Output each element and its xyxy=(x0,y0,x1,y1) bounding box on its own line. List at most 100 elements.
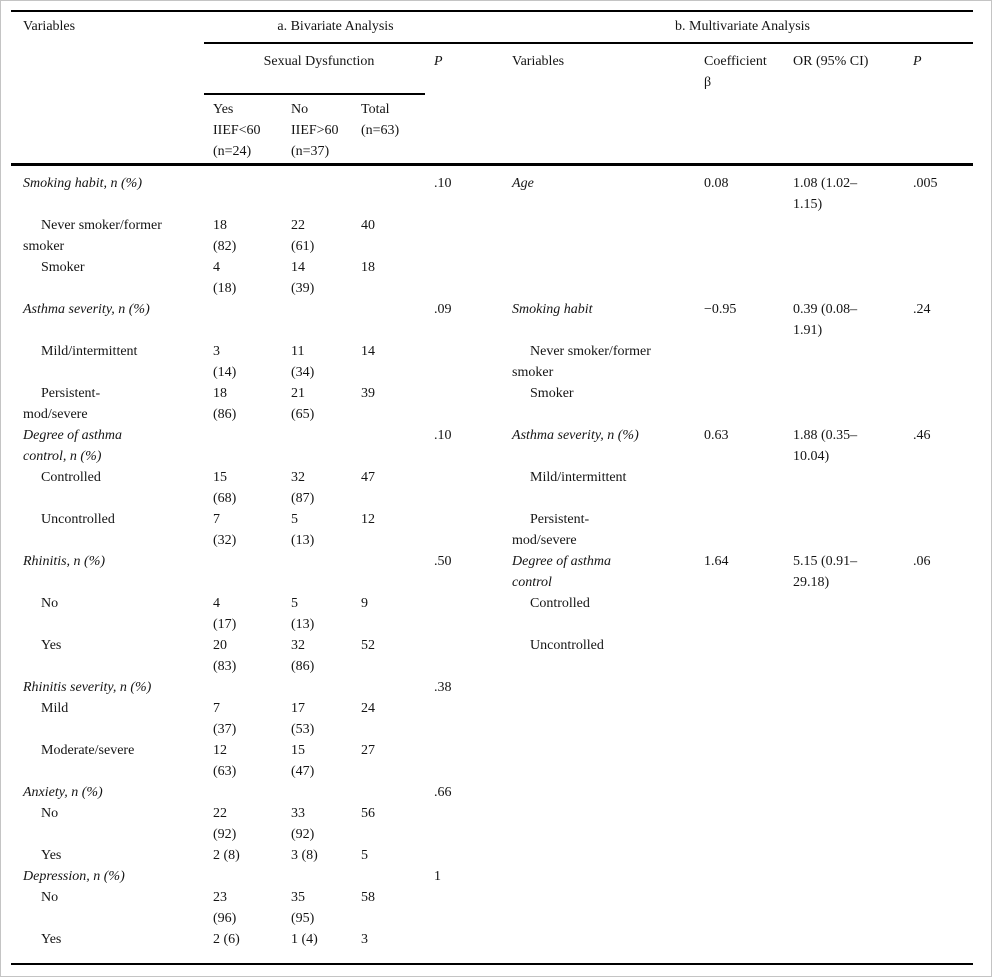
row-label-multivariate xyxy=(503,698,695,740)
row-label-multivariate xyxy=(503,887,695,929)
row-label-bivariate: Mild/intermittent xyxy=(41,343,138,359)
table-row: Mild 7 (37) 17 (53) 24 xyxy=(11,698,973,740)
row-label-multivariate: Uncontrolled xyxy=(530,637,604,653)
cell-coefficient xyxy=(695,341,784,383)
cell-p-bivariate xyxy=(425,341,503,383)
cell-no: 35 (95) xyxy=(291,889,315,926)
cell-or xyxy=(784,929,904,964)
cell-total: 27 xyxy=(361,742,375,758)
cell-coefficient xyxy=(695,509,784,551)
cell-total xyxy=(352,164,425,215)
cell-p-bivariate xyxy=(425,698,503,740)
cell-no xyxy=(282,677,352,698)
row-label-bivariate: Yes xyxy=(41,637,62,653)
cell-no: 32 (87) xyxy=(291,469,315,506)
cell-no xyxy=(282,299,352,341)
cell-or xyxy=(784,593,904,635)
cell-p-multivariate xyxy=(904,467,973,509)
cell-p-bivariate xyxy=(425,929,503,964)
cell-yes: 18 (82) xyxy=(213,217,237,254)
cell-p-multivariate xyxy=(904,740,973,782)
table-row: Rhinitis severity, n (%) .38 xyxy=(11,677,973,698)
cell-total: 9 xyxy=(361,595,368,611)
cell-p-bivariate xyxy=(425,845,503,866)
table-row: Mild/intermittent 3 (14) 11 (34) 14 Never sm… xyxy=(11,341,973,383)
row-label-multivariate: Degree of asthma control xyxy=(512,553,612,590)
cell-yes: 23 (96) xyxy=(213,889,237,926)
cell-or xyxy=(784,698,904,740)
cell-yes xyxy=(204,164,282,215)
cell-no xyxy=(282,866,352,887)
cell-total: 47 xyxy=(361,469,375,485)
cell-p-multivariate xyxy=(904,509,973,551)
cell-p-multivariate xyxy=(904,698,973,740)
column-header-or: OR (95% CI) xyxy=(784,43,905,166)
cell-or: 0.39 (0.08– 1.91) xyxy=(793,301,858,338)
cell-no: 5 (13) xyxy=(291,595,315,632)
cell-yes: 3 (14) xyxy=(213,343,237,380)
table-row: No 4 (17) 5 (13) 9 Controlled xyxy=(11,593,973,635)
cell-p-bivariate xyxy=(425,887,503,929)
cell-no: 17 (53) xyxy=(291,700,315,737)
row-label-bivariate: No xyxy=(41,805,59,821)
cell-total xyxy=(352,866,425,887)
cell-p-bivariate: .38 xyxy=(434,679,452,695)
table-row: Persistent- mod/severe 18 (86) 21 (65) 39 Sm… xyxy=(11,383,973,425)
cell-or xyxy=(784,509,904,551)
cell-or xyxy=(784,383,904,425)
cell-total: 52 xyxy=(361,637,375,653)
row-label-multivariate: Age xyxy=(512,175,534,191)
cell-no: 11 (34) xyxy=(291,343,315,380)
cell-yes: 7 (32) xyxy=(213,511,237,548)
table-row: Controlled 15 (68) 32 (87) 47 Mild/intermitt… xyxy=(11,467,973,509)
cell-no: 15 (47) xyxy=(291,742,315,779)
cell-p-multivariate xyxy=(904,866,973,887)
cell-coefficient: 1.64 xyxy=(704,553,729,569)
cell-p-bivariate: .10 xyxy=(434,427,452,443)
cell-p-multivariate: .06 xyxy=(913,553,931,569)
table-row: Moderate/severe 12 (63) 15 (47) 27 xyxy=(11,740,973,782)
table-row: Never smoker/former smoker 18 (82) 22 (61)… xyxy=(11,215,973,257)
cell-total: 24 xyxy=(361,700,375,716)
row-label-bivariate: Never smoker/former smoker xyxy=(23,217,162,254)
table-row: Yes 2 (6) 1 (4) 3 xyxy=(11,929,973,964)
section-header-bivariate: a. Bivariate Analysis xyxy=(204,11,504,44)
cell-p-bivariate xyxy=(425,467,503,509)
column-header-p-multivariate: P xyxy=(904,43,974,166)
cell-or xyxy=(784,341,904,383)
cell-total: 56 xyxy=(361,805,375,821)
cell-total: 39 xyxy=(361,385,375,401)
cell-p-multivariate: .46 xyxy=(913,427,931,443)
cell-total xyxy=(352,677,425,698)
cell-p-bivariate xyxy=(425,803,503,845)
row-label-multivariate: Persistent- mod/severe xyxy=(512,511,590,548)
cell-coefficient xyxy=(695,593,784,635)
cell-yes: 20 (83) xyxy=(213,637,237,674)
cell-no: 14 (39) xyxy=(291,259,315,296)
row-label-bivariate: Depression, n (%) xyxy=(23,868,125,884)
cell-no: 22 (61) xyxy=(291,217,315,254)
column-header-coefficient: Coefficient β xyxy=(695,43,785,166)
cell-or xyxy=(784,866,904,887)
cell-or xyxy=(784,845,904,866)
cell-p-multivariate xyxy=(904,341,973,383)
cell-p-multivariate xyxy=(904,929,973,964)
row-label-multivariate: Mild/intermittent xyxy=(530,469,627,485)
cell-p-bivariate xyxy=(425,215,503,257)
row-label-multivariate xyxy=(503,740,695,782)
cell-p-multivariate xyxy=(904,887,973,929)
cell-total xyxy=(352,425,425,467)
row-label-bivariate: Controlled xyxy=(41,469,101,485)
row-label-multivariate xyxy=(503,782,695,803)
row-label-bivariate: No xyxy=(41,595,59,611)
cell-no: 32 (86) xyxy=(291,637,315,674)
cell-total xyxy=(352,551,425,593)
cell-total: 12 xyxy=(361,511,375,527)
table-row: Asthma severity, n (%) .09 Smoking habit −0… xyxy=(11,299,973,341)
cell-yes: 2 (6) xyxy=(213,931,240,947)
cell-total: 58 xyxy=(361,889,375,905)
cell-yes: 22 (92) xyxy=(213,805,237,842)
cell-coefficient xyxy=(695,635,784,677)
table-row: Uncontrolled 7 (32) 5 (13) 12 Persistent- mo… xyxy=(11,509,973,551)
